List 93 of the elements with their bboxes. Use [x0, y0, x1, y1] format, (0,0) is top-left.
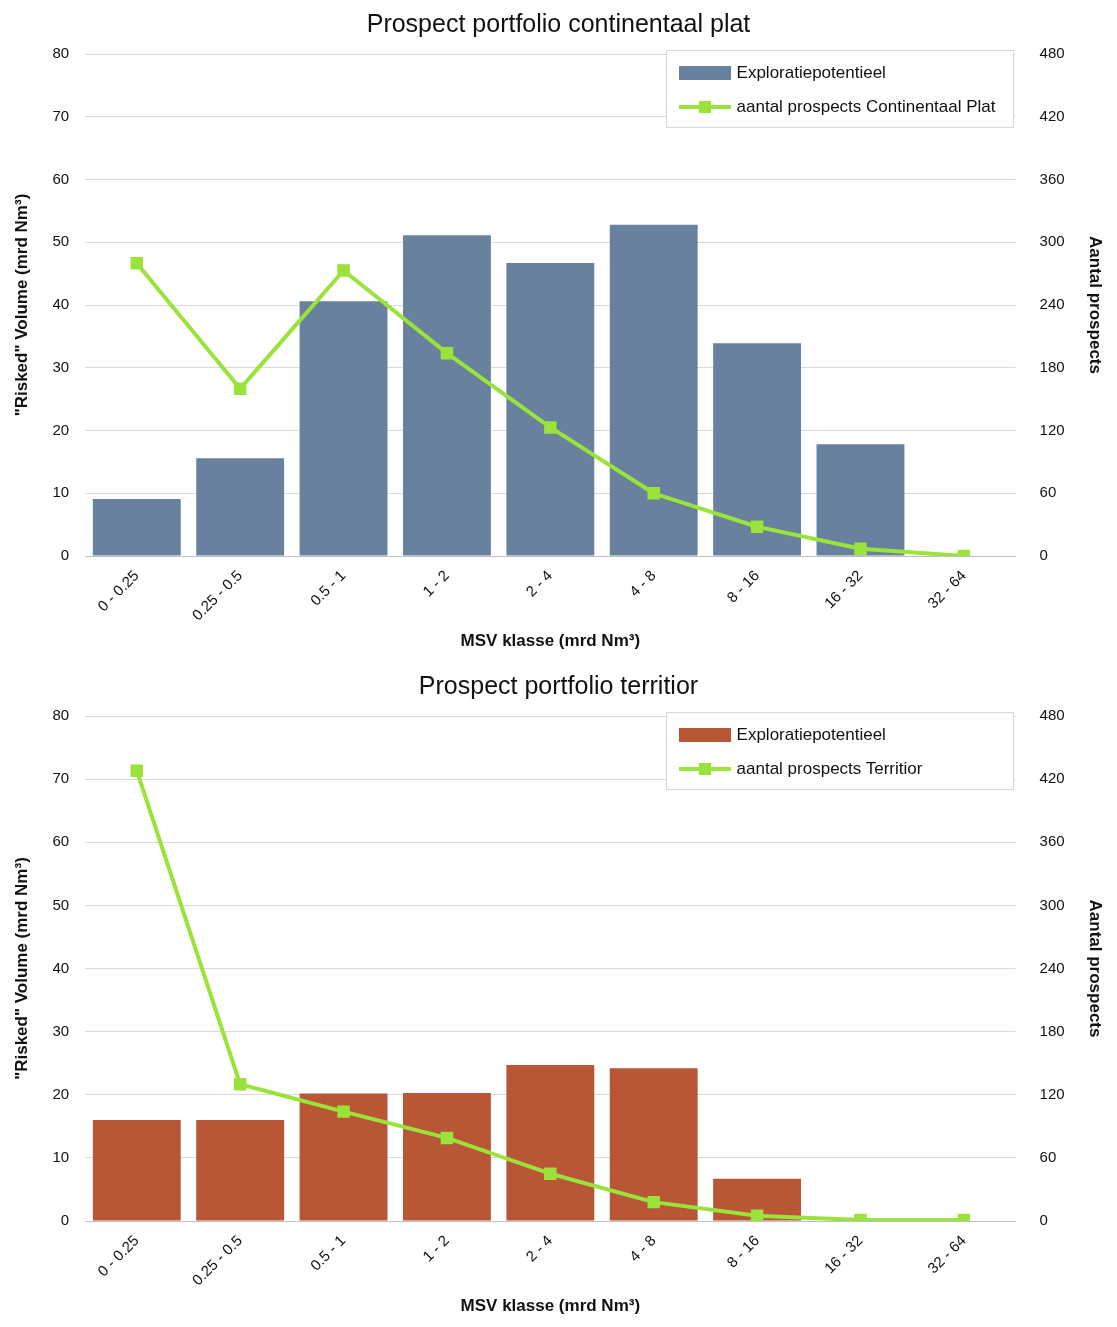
x-tick-label: 16 - 32: [820, 1231, 866, 1277]
point: [130, 764, 144, 777]
y-tick-label: 10: [52, 483, 70, 501]
point: [854, 542, 867, 555]
y-tick-label: 40: [52, 295, 70, 313]
x-axis-title: MSV klasse (mrd Nm³): [460, 1296, 641, 1316]
x-tick-label: 2 - 4: [522, 1231, 556, 1265]
point: [337, 264, 350, 277]
x-tick-label: 8 - 16: [723, 1231, 763, 1271]
y-tick-label: 60: [52, 832, 70, 850]
chart-title: Prospect portfolio continentaal plat: [366, 8, 751, 37]
y-tick-label: 30: [52, 1021, 70, 1039]
point: [233, 1078, 247, 1091]
y2-tick-label: 480: [1039, 706, 1065, 724]
legend-label: aantal prospects Continentaal Plat: [736, 97, 996, 117]
y-tick-label: 0: [60, 546, 70, 564]
bar: [506, 262, 595, 556]
y-tick-label: 40: [52, 958, 70, 976]
point: [233, 382, 247, 395]
x-tick-label: 4 - 8: [625, 566, 659, 600]
bar: [299, 301, 388, 556]
point: [440, 1131, 454, 1145]
y-tick-label: 30: [52, 357, 70, 375]
chart-title: Prospect portfolio territior: [418, 670, 699, 699]
legend-label: Exploratiepotentieel: [736, 725, 886, 745]
y-tick-label: 20: [52, 420, 70, 438]
point: [647, 487, 660, 500]
x-tick-label: 32 - 64: [923, 1231, 969, 1277]
x-tick-label: 1 - 2: [418, 1231, 452, 1265]
bar: [403, 235, 491, 556]
bar: [816, 444, 905, 556]
point: [337, 1105, 350, 1118]
x-tick-label: 0 - 0.25: [93, 1231, 142, 1280]
point: [544, 421, 557, 434]
bar: [92, 1120, 181, 1221]
y2-tick-label: 300: [1039, 895, 1065, 913]
legend-label: aantal prospects Territior: [736, 759, 923, 779]
bar: [713, 343, 802, 556]
x-tick-label: 1 - 2: [418, 566, 452, 600]
y2-tick-label: 0: [1039, 546, 1048, 564]
y2-tick-label: 180: [1039, 1021, 1065, 1039]
x-axis-title: MSV klasse (mrd Nm³): [460, 631, 641, 651]
y2-tick-label: 420: [1039, 769, 1065, 787]
y2-axis-title: Aantal prospects: [1086, 899, 1106, 1038]
bar: [196, 458, 285, 556]
point: [750, 1209, 764, 1222]
y-tick-label: 70: [52, 106, 70, 124]
y2-tick-label: 60: [1039, 483, 1057, 501]
y2-tick-label: 480: [1039, 44, 1065, 62]
y-tick-label: 60: [52, 169, 70, 187]
y-axis-title: "Risked" Volume (mrd Nm³): [11, 193, 31, 417]
bar: [506, 1065, 595, 1221]
y2-tick-label: 360: [1039, 832, 1065, 850]
y2-tick-label: 180: [1039, 357, 1065, 375]
y-tick-label: 20: [52, 1084, 70, 1102]
x-tick-label: 0 - 0.25: [93, 566, 142, 615]
bar: [609, 1068, 698, 1221]
point: [544, 1167, 557, 1180]
bar: [92, 498, 181, 556]
bar: [196, 1120, 285, 1221]
y-tick-label: 70: [52, 769, 70, 787]
y2-tick-label: 300: [1039, 232, 1065, 250]
y2-axis-title: Aantal prospects: [1086, 236, 1106, 374]
legend-label: Exploratiepotentieel: [736, 63, 886, 83]
x-tick-label: 4 - 8: [625, 1231, 659, 1265]
y2-tick-label: 0: [1039, 1211, 1048, 1229]
y-axis-title: "Risked" Volume (mrd Nm³): [11, 857, 31, 1080]
y2-tick-label: 120: [1039, 420, 1065, 438]
y-tick-label: 0: [60, 1211, 70, 1229]
point: [647, 1195, 660, 1209]
x-tick-label: 0.5 - 1: [306, 566, 349, 609]
y2-tick-label: 420: [1039, 106, 1065, 124]
x-tick-label: 16 - 32: [820, 566, 866, 612]
y-tick-label: 50: [52, 232, 70, 250]
bar: [403, 1092, 491, 1221]
y-tick-label: 10: [52, 1148, 70, 1166]
y2-tick-label: 240: [1039, 958, 1065, 976]
point: [750, 520, 764, 534]
x-tick-label: 0.5 - 1: [306, 1231, 349, 1274]
bar: [609, 224, 698, 556]
x-tick-label: 2 - 4: [522, 566, 556, 600]
x-tick-label: 32 - 64: [923, 566, 969, 612]
y-tick-label: 50: [52, 895, 70, 913]
x-tick-label: 8 - 16: [723, 566, 763, 606]
y2-tick-label: 60: [1039, 1148, 1057, 1166]
bar: [299, 1093, 388, 1221]
y-tick-label: 80: [52, 706, 70, 724]
y2-tick-label: 120: [1039, 1084, 1065, 1102]
point: [440, 346, 454, 360]
point: [130, 256, 144, 270]
y-tick-label: 80: [52, 44, 70, 62]
y2-tick-label: 240: [1039, 295, 1065, 313]
y2-tick-label: 360: [1039, 169, 1065, 187]
